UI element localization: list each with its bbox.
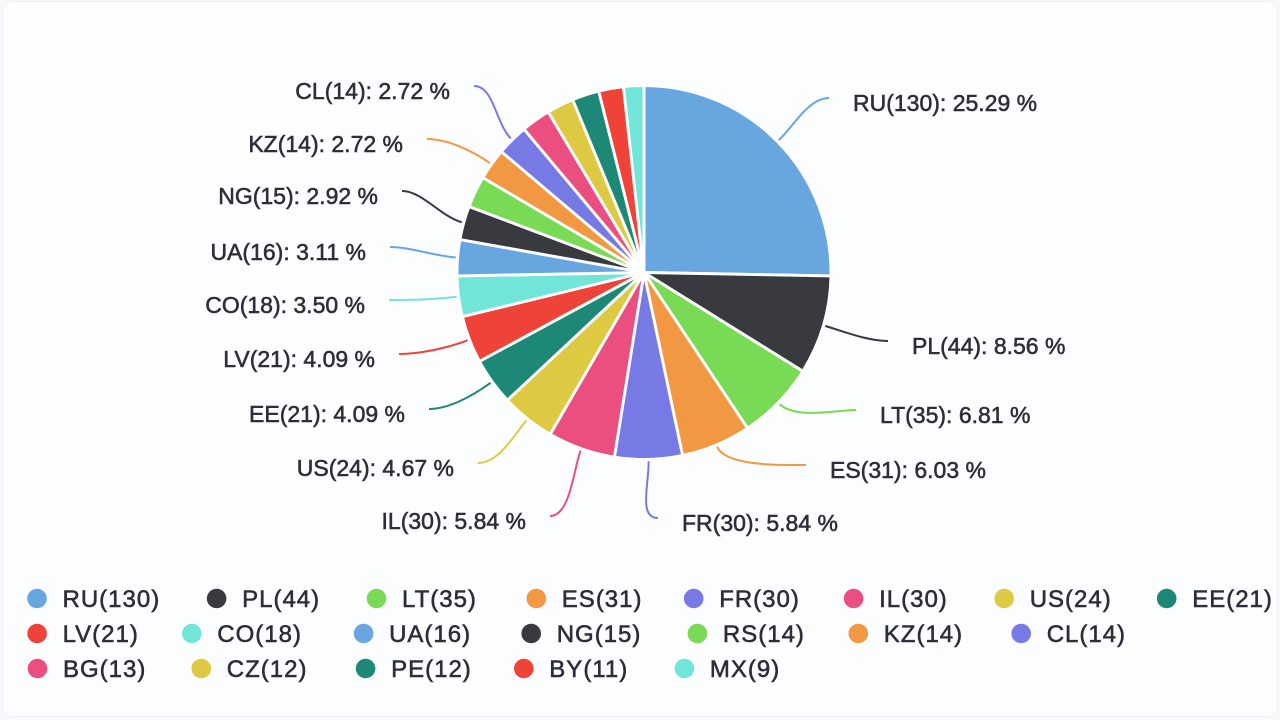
svg-text:PE(12): PE(12) [391, 656, 472, 683]
svg-text:US(24): US(24) [1030, 586, 1112, 613]
svg-text:EE(21): EE(21) [1192, 586, 1273, 613]
svg-text:MX(9): MX(9) [710, 656, 780, 683]
svg-text:IL(30): 5.84 %: IL(30): 5.84 % [382, 508, 526, 534]
svg-text:CO(18): 3.50 %: CO(18): 3.50 % [205, 292, 365, 318]
svg-text:BY(11): BY(11) [549, 656, 628, 683]
svg-text:LT(35): LT(35) [402, 586, 477, 613]
svg-text:CO(18): CO(18) [217, 621, 302, 648]
svg-text:LV(21): LV(21) [63, 621, 139, 648]
svg-text:NG(15): NG(15) [557, 621, 642, 648]
svg-text:CL(14): 2.72 %: CL(14): 2.72 % [295, 78, 450, 104]
svg-text:CZ(12): CZ(12) [227, 656, 308, 683]
svg-text:UA(16): 3.11 %: UA(16): 3.11 % [210, 239, 366, 265]
svg-text:FR(30): 5.84 %: FR(30): 5.84 % [682, 510, 838, 536]
svg-text:EE(21): 4.09 %: EE(21): 4.09 % [249, 401, 405, 427]
svg-text:KZ(14): 2.72 %: KZ(14): 2.72 % [248, 131, 403, 157]
svg-text:CL(14): CL(14) [1047, 621, 1126, 648]
svg-text:LV(21): 4.09 %: LV(21): 4.09 % [223, 346, 375, 372]
svg-text:RU(130): 25.29 %: RU(130): 25.29 % [853, 90, 1037, 116]
svg-text:NG(15): 2.92 %: NG(15): 2.92 % [218, 183, 378, 209]
svg-text:RU(130): RU(130) [63, 586, 161, 613]
svg-text:ES(31): 6.03 %: ES(31): 6.03 % [830, 457, 986, 483]
svg-text:ES(31): ES(31) [562, 586, 643, 613]
svg-text:PL(44): PL(44) [242, 586, 320, 613]
svg-text:KZ(14): KZ(14) [884, 621, 963, 648]
svg-text:BG(13): BG(13) [63, 656, 146, 683]
svg-text:LT(35): 6.81 %: LT(35): 6.81 % [880, 402, 1030, 428]
svg-text:IL(30): IL(30) [879, 586, 948, 613]
svg-text:UA(16): UA(16) [389, 621, 471, 648]
svg-text:RS(14): RS(14) [723, 621, 805, 648]
svg-text:PL(44): 8.56 %: PL(44): 8.56 % [912, 333, 1065, 359]
svg-text:US(24): 4.67 %: US(24): 4.67 % [297, 455, 454, 481]
svg-text:FR(30): FR(30) [719, 586, 800, 613]
